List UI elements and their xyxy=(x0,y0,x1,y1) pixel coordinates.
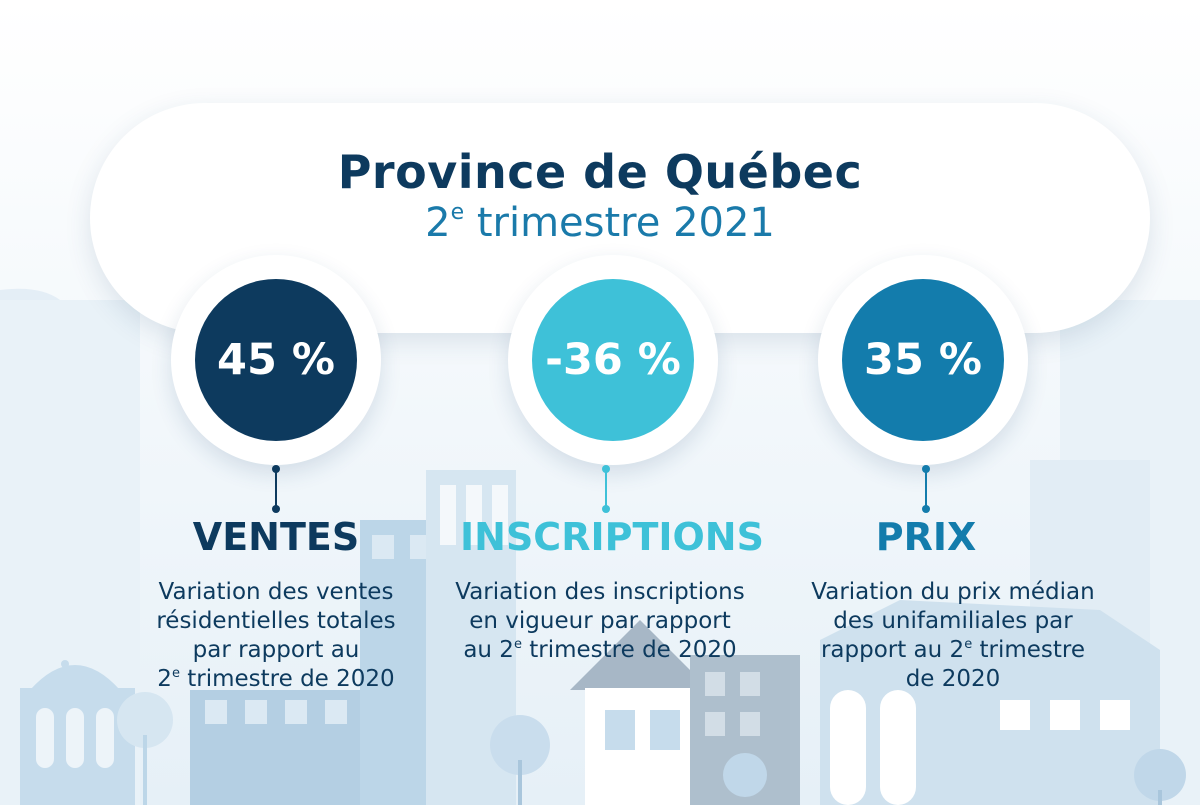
description-line: des unifamiliales par xyxy=(833,608,1073,634)
description-line: Variation du prix médian xyxy=(811,579,1095,605)
description-line: Variation des inscriptions xyxy=(455,579,745,605)
subtitle-rest: trimestre 2021 xyxy=(464,200,775,246)
page-subtitle: 2e trimestre 2021 xyxy=(0,200,1200,246)
indicator-ventes-description: Variation des ventes résidentielles tota… xyxy=(96,578,456,694)
indicator-prix-description: Variation du prix médian des unifamilial… xyxy=(773,578,1133,694)
description-line: de 2020 xyxy=(905,666,1001,692)
description-line: 2e trimestre de 2020 xyxy=(157,666,395,692)
indicator-inscriptions-value: -36 % xyxy=(545,335,681,385)
indicator-ventes-ring: 45 % xyxy=(171,255,381,465)
subtitle-superscript: e xyxy=(450,200,465,225)
description-line: Variation des ventes xyxy=(158,579,394,605)
indicator-prix-value: 35 % xyxy=(864,335,982,385)
indicator-inscriptions-ring: -36 % xyxy=(508,255,718,465)
indicator-inscriptions-disc: -36 % xyxy=(532,279,694,441)
description-line: rapport au 2e trimestre xyxy=(820,637,1086,663)
indicator-prix-label: PRIX xyxy=(875,515,977,559)
indicator-prix-disc: 35 % xyxy=(842,279,1004,441)
indicator-inscriptions-description: Variation des inscriptions en vigueur pa… xyxy=(420,578,780,665)
indicator-prix-connector xyxy=(921,465,931,513)
indicator-ventes-label: VENTES xyxy=(192,515,360,559)
indicator-prix-ring: 35 % xyxy=(818,255,1028,465)
indicator-inscriptions-label: INSCRIPTIONS xyxy=(460,515,764,559)
description-line: en vigueur par rapport xyxy=(469,608,731,634)
description-line: au 2e trimestre de 2020 xyxy=(463,637,737,663)
indicator-ventes-connector xyxy=(271,465,281,513)
indicator-inscriptions-connector xyxy=(601,465,611,513)
page-title: Province de Québec xyxy=(337,145,863,199)
indicator-ventes-value: 45 % xyxy=(217,335,335,385)
description-line: par rapport au xyxy=(192,637,360,663)
description-line: résidentielles totales xyxy=(156,608,396,634)
subtitle-ordinal: 2 xyxy=(425,200,451,246)
indicator-ventes-disc: 45 % xyxy=(195,279,357,441)
